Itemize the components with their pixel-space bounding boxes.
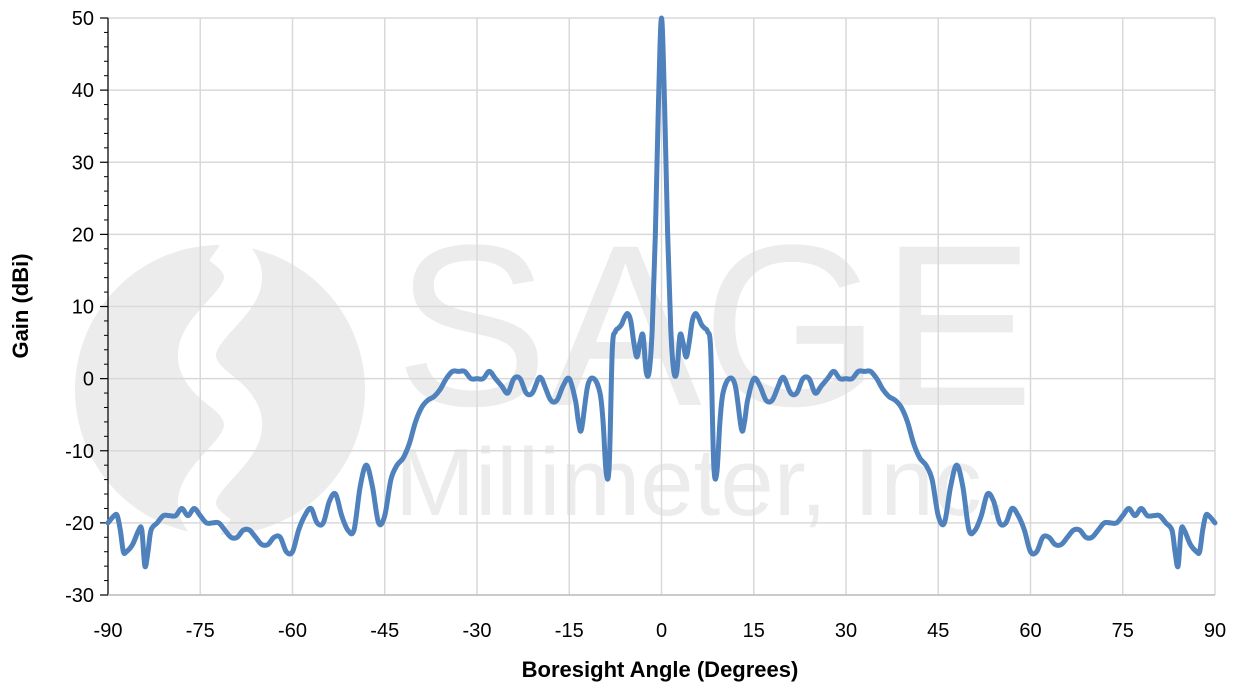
x-tick-label: 90 <box>1204 620 1226 642</box>
y-tick-label: 30 <box>72 152 94 174</box>
x-axis-ticks: -90 -75 -60 -45 -30 -15 0 15 30 45 60 75 90 <box>94 620 1227 642</box>
y-tick-label: 40 <box>72 80 94 102</box>
y-axis-title: Gain (dBi) <box>8 253 33 358</box>
series-line <box>105 15 1218 570</box>
x-tick-label: 30 <box>835 620 857 642</box>
x-tick-label: 0 <box>656 620 667 642</box>
watermark-company-text: Millimeter, Inc. <box>395 429 1008 536</box>
y-axis-ticks: -30 -20 -10 0 10 20 30 40 50 <box>65 8 108 607</box>
y-tick-label: -20 <box>65 513 94 535</box>
x-tick-label: -15 <box>555 620 584 642</box>
y-tick-label: -30 <box>65 585 94 607</box>
y-tick-label: 0 <box>83 369 94 391</box>
gridlines <box>107 17 1216 596</box>
series-group <box>105 15 1218 570</box>
watermark: SAGE Millimeter, Inc. <box>75 197 1034 551</box>
y-tick-label: 50 <box>72 8 94 30</box>
x-tick-label: -75 <box>186 620 215 642</box>
x-tick-label: 45 <box>927 620 949 642</box>
y-tick-label: 10 <box>72 297 94 319</box>
x-tick-label: -90 <box>94 620 123 642</box>
x-tick-label: -30 <box>463 620 492 642</box>
x-tick-label: 75 <box>1112 620 1134 642</box>
y-tick-label: 20 <box>72 224 94 246</box>
watermark-logo <box>75 229 365 551</box>
x-axis-title: Boresight Angle (Degrees) <box>522 657 799 682</box>
y-tick-label: -10 <box>65 441 94 463</box>
x-tick-label: 60 <box>1019 620 1041 642</box>
x-tick-label: -60 <box>278 620 307 642</box>
x-tick-label: 15 <box>743 620 765 642</box>
x-tick-label: -45 <box>370 620 399 642</box>
